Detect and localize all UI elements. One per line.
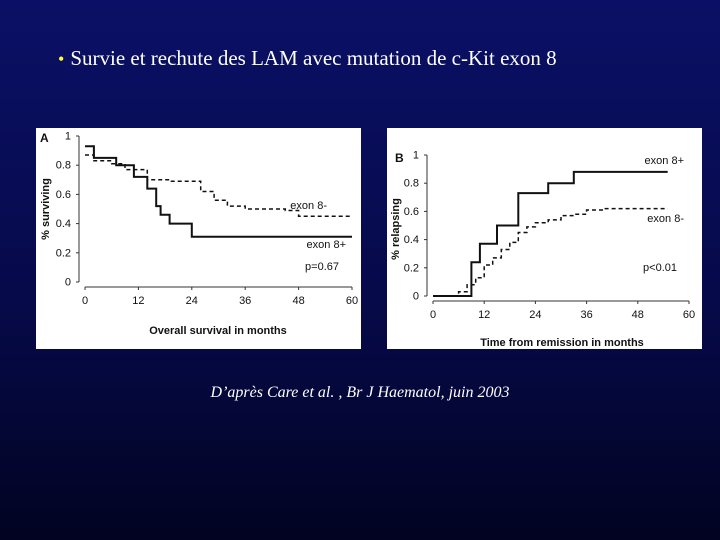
chart-a-y-tick-label: 0.8 (56, 160, 71, 172)
chart-a-series-label: exon 8+ (307, 239, 346, 251)
chart-b-x-tick-label: 36 (580, 309, 592, 321)
chart-b-panel-label: B (395, 151, 404, 165)
chart-b-x-tick-label: 60 (683, 309, 695, 321)
chart-b-series-label: exon 8+ (645, 155, 684, 167)
chart-a-series-line-exon8-neg (85, 154, 352, 218)
citation: D’après Care et al. , Br J Haematol, jui… (210, 384, 510, 401)
chart-a-x-axis-label: Overall survival in months (149, 325, 287, 337)
chart-b-y-tick-label: 0.6 (404, 206, 419, 218)
chart-a-x-tick-label: 12 (132, 295, 144, 307)
chart-b-series-label: exon 8- (647, 213, 684, 225)
chart-a-y-tick-label: 0 (65, 277, 71, 289)
chart-b-y-tick-label: 0.2 (404, 262, 419, 274)
chart-a-y-axis-label: % surviving (40, 178, 52, 240)
chart-panel-a: 0 0.2 0.4 0.6 0.8 1 0 12 24 36 48 60 Overall surviva… (36, 128, 361, 349)
chart-a-y-tick-label: 1 (65, 131, 71, 143)
chart-b-y-tick-label: 1 (413, 150, 419, 162)
chart-b-x-tick-label: 24 (529, 309, 541, 321)
chart-a-y-tick-label: 0.6 (56, 189, 71, 201)
chart-a-x-tick-label: 36 (239, 295, 251, 307)
chart-b-y-tick-label: 0.8 (404, 178, 419, 190)
chart-b-x-axis-label: Time from remission in months (480, 337, 644, 349)
chart-a-y-tick-label: 0.2 (56, 247, 71, 259)
chart-b-y-tick-label: 0.4 (404, 234, 419, 246)
bullet-icon: • (58, 49, 65, 69)
chart-b-x-tick-label: 0 (430, 309, 436, 321)
chart-a-series-line-exon8-pos (85, 145, 352, 238)
slide-title: • Survie et rechute des LAM avec mutation… (58, 46, 698, 71)
chart-b-y-tick-label: 0 (413, 291, 419, 303)
chart-a-p-value: p=0.67 (305, 261, 339, 273)
chart-a-svg: 0 0.2 0.4 0.6 0.8 1 0 12 24 36 48 60 Overall surviva… (40, 131, 358, 338)
chart-panel-b: 0 0.2 0.4 0.6 0.8 1 0 12 24 36 48 60 Time from remis… (387, 128, 702, 349)
chart-b-p-value: p<0.01 (643, 262, 677, 274)
chart-b-x-tick-label: 48 (632, 309, 644, 321)
chart-a-x-tick-label: 48 (292, 295, 304, 307)
chart-b-x-tick-label: 12 (478, 309, 490, 321)
chart-a-x-tick-label: 60 (346, 295, 358, 307)
chart-b-svg: 0 0.2 0.4 0.6 0.8 1 0 12 24 36 48 60 Time from remis… (390, 150, 695, 350)
slide-title-text: Survie et rechute des LAM avec mutation … (70, 46, 557, 70)
chart-b-series-line-exon8-pos (433, 170, 668, 297)
chart-a-x-tick-label: 0 (82, 295, 88, 307)
chart-a-series-label: exon 8- (290, 200, 327, 212)
chart-b-y-axis-label: % relapsing (390, 198, 402, 260)
chart-b-series-line-exon8-neg (433, 207, 668, 297)
chart-a-x-tick-label: 24 (186, 295, 198, 307)
chart-a-y-tick-label: 0.4 (56, 218, 71, 230)
chart-a-panel-label: A (40, 131, 49, 145)
